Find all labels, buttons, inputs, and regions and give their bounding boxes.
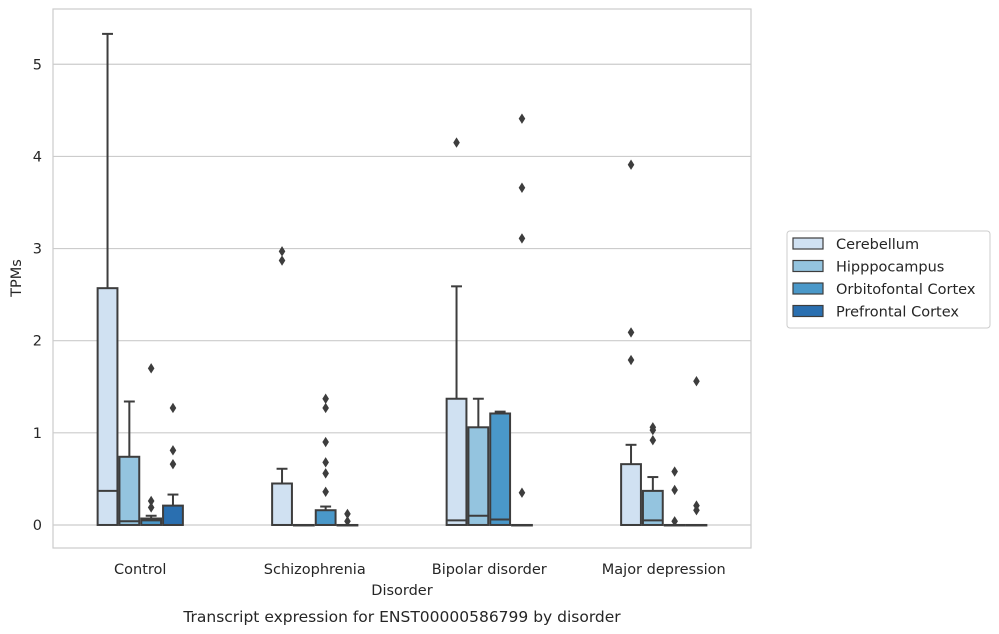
y-tick-label: 1 [33, 426, 42, 442]
legend-swatch [792, 304, 824, 318]
outlier-point [147, 495, 155, 507]
outlier-point [627, 354, 635, 366]
outlier-point [169, 445, 177, 456]
x-tick-labels: Control Schizophrenia Bipolar disorder Majo… [114, 562, 726, 578]
legend-label: Cerebellum [836, 237, 919, 253]
box [467, 426, 490, 526]
boxes-layer [96, 32, 708, 527]
outlier-point [147, 363, 155, 374]
y-tick-label: 5 [33, 57, 42, 73]
outlier-point [649, 424, 657, 436]
y-tick-label: 4 [33, 149, 42, 165]
box [118, 455, 141, 526]
outlier-point [518, 113, 526, 124]
plot-frame [52, 8, 752, 549]
y-axis-label: TPMs [9, 259, 25, 298]
outlier-point [278, 255, 286, 266]
legend-label: Prefrontal Cortex [836, 305, 959, 321]
outlier-point [322, 457, 329, 468]
x-axis-label: Disorder [371, 583, 432, 599]
legend-swatch [792, 259, 824, 273]
y-tick-label: 0 [33, 518, 42, 534]
outlier-point [627, 159, 635, 170]
outlier-point [322, 402, 329, 414]
outlier-point [322, 393, 329, 404]
outlier-point [322, 436, 329, 448]
y-tick-label: 3 [33, 242, 42, 258]
box [620, 463, 642, 526]
y-tick-labels: 0 1 2 3 4 5 [33, 57, 42, 534]
outlier-point [169, 402, 177, 414]
outlier-point [322, 486, 329, 497]
box [162, 504, 184, 526]
legend-swatch [792, 282, 824, 295]
x-tick-label: Bipolar disorder [432, 562, 547, 578]
outlier-point [627, 327, 635, 338]
legend: Cerebellum Hipppocampus Orbitofontal Corte… [786, 230, 991, 329]
outlier-point [322, 468, 329, 479]
outlier-point [344, 516, 351, 527]
x-tick-label: Control [114, 562, 166, 578]
box [271, 482, 293, 526]
chart-caption: Transcript expression for ENST0000058679… [182, 608, 621, 626]
outlier-point [278, 246, 286, 257]
outlier-point [453, 137, 460, 148]
legend-swatch [792, 237, 824, 250]
outlier-point [671, 484, 678, 496]
outlier-point [518, 182, 526, 193]
outlier-point [518, 487, 526, 498]
legend-frame [786, 230, 991, 329]
box [445, 397, 468, 526]
outlier-point [693, 376, 700, 387]
box [641, 489, 664, 526]
x-tick-label: Major depression [602, 562, 726, 578]
outlier-point [649, 435, 657, 446]
legend-label: Orbitofontal Cortex [836, 282, 976, 298]
outlier-point [169, 458, 177, 470]
outlier-point [147, 502, 155, 513]
outlier-point [671, 466, 678, 477]
outlier-point [518, 233, 526, 244]
legend-label: Hipppocampus [836, 260, 944, 276]
plot-background [53, 9, 751, 548]
outlier-point [344, 508, 351, 520]
box [96, 287, 119, 526]
x-tick-label: Schizophrenia [264, 562, 366, 578]
box [140, 517, 163, 526]
outlier-point [693, 505, 700, 516]
outlier-point [671, 516, 678, 527]
box [314, 509, 337, 526]
y-tick-label: 2 [33, 334, 42, 350]
box [489, 412, 512, 526]
